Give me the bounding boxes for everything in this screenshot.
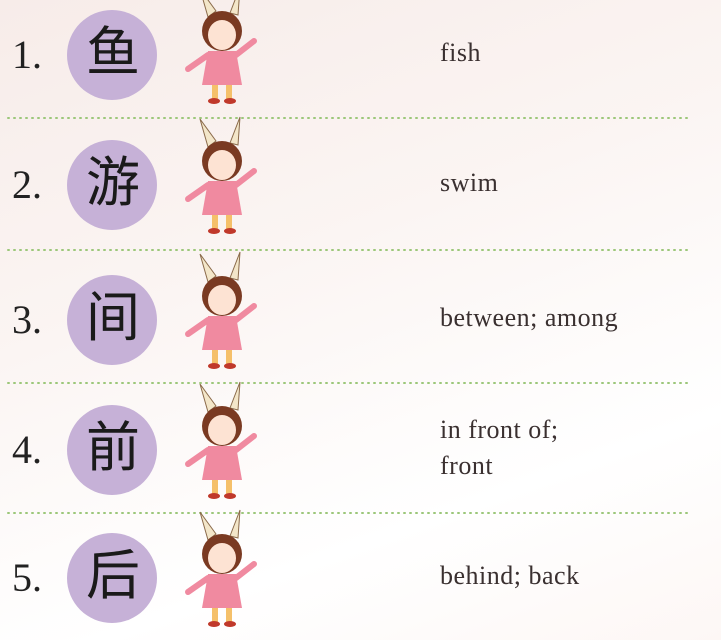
meaning: behind; back bbox=[440, 561, 580, 590]
leg bbox=[226, 608, 232, 622]
face bbox=[208, 285, 236, 315]
character-circle bbox=[67, 275, 157, 365]
chinese-character: 前 bbox=[86, 416, 140, 479]
ear bbox=[229, 116, 241, 146]
shoe bbox=[224, 621, 236, 627]
shoe bbox=[224, 228, 236, 234]
leg bbox=[226, 480, 232, 494]
arm bbox=[233, 561, 257, 581]
face bbox=[208, 20, 236, 50]
ear bbox=[229, 251, 241, 281]
arm bbox=[233, 303, 257, 323]
shoe bbox=[208, 621, 220, 627]
dress bbox=[202, 316, 242, 350]
leg bbox=[212, 608, 218, 622]
girl-illustration bbox=[185, 116, 257, 234]
leg bbox=[212, 350, 218, 364]
item-number: 2. bbox=[12, 162, 42, 207]
item-number: 3. bbox=[12, 297, 42, 342]
dress bbox=[202, 574, 242, 608]
character-circle bbox=[67, 405, 157, 495]
girl-illustration bbox=[185, 251, 257, 369]
arm bbox=[233, 168, 257, 188]
ear bbox=[229, 0, 240, 16]
shoe bbox=[208, 98, 220, 104]
dress bbox=[202, 51, 242, 85]
ear bbox=[199, 511, 217, 541]
ear bbox=[199, 383, 217, 413]
arm bbox=[185, 317, 211, 337]
leg bbox=[212, 215, 218, 229]
girl-illustration bbox=[185, 381, 257, 499]
item-number: 4. bbox=[12, 427, 42, 472]
face bbox=[208, 150, 236, 180]
character-circle bbox=[67, 533, 157, 623]
face bbox=[208, 543, 236, 573]
ear bbox=[229, 509, 241, 539]
dress bbox=[202, 446, 242, 480]
girl-illustration bbox=[185, 509, 257, 627]
meaning: swim bbox=[440, 168, 498, 197]
shoe bbox=[208, 493, 220, 499]
leg bbox=[212, 85, 218, 99]
ear bbox=[199, 118, 217, 148]
arm bbox=[185, 447, 211, 467]
chinese-character: 鱼 bbox=[86, 21, 140, 84]
arm bbox=[233, 38, 257, 58]
meaning: fish bbox=[440, 38, 481, 67]
leg bbox=[226, 350, 232, 364]
chinese-character: 间 bbox=[86, 286, 140, 349]
leg bbox=[226, 85, 232, 99]
shoe bbox=[208, 228, 220, 234]
chinese-character: 后 bbox=[86, 544, 140, 607]
leg bbox=[212, 480, 218, 494]
character-circle bbox=[67, 10, 157, 100]
meaning: in front of; bbox=[440, 415, 559, 444]
ear bbox=[229, 381, 241, 411]
arm bbox=[185, 575, 211, 595]
arm bbox=[233, 433, 257, 453]
chinese-character: 游 bbox=[86, 151, 140, 214]
arm bbox=[185, 52, 211, 72]
item-number: 1. bbox=[12, 32, 42, 77]
shoe bbox=[208, 363, 220, 369]
meaning: front bbox=[440, 451, 493, 480]
face bbox=[208, 415, 236, 445]
leg bbox=[226, 215, 232, 229]
shoe bbox=[224, 493, 236, 499]
girl-illustration bbox=[185, 0, 257, 104]
dress bbox=[202, 181, 242, 215]
shoe bbox=[224, 363, 236, 369]
arm bbox=[185, 182, 211, 202]
ear bbox=[199, 253, 217, 283]
character-circle bbox=[67, 140, 157, 230]
meaning: between; among bbox=[440, 303, 618, 332]
shoe bbox=[224, 98, 236, 104]
item-number: 5. bbox=[12, 555, 42, 600]
